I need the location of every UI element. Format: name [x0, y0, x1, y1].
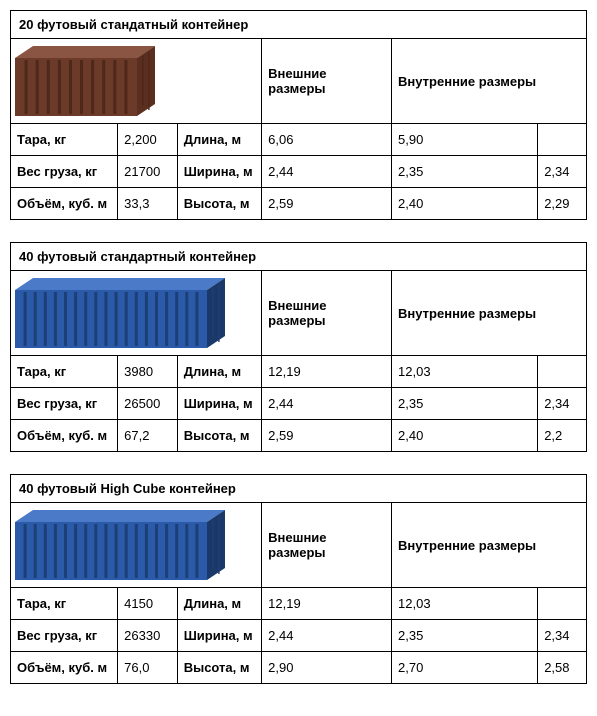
value-tare: 4150 — [118, 588, 178, 620]
container-illustration — [15, 278, 225, 348]
header-external: Внешние размеры — [262, 39, 392, 124]
container-illustration — [15, 510, 225, 580]
container-illustration — [15, 46, 155, 116]
container-spec-block: 20 футовый стандатный контейнерВнешние р… — [10, 10, 587, 220]
value-tare: 3980 — [118, 356, 178, 388]
header-external: Внешние размеры — [262, 503, 392, 588]
value-width-internal: 2,35 — [392, 620, 538, 652]
value-tare: 2,200 — [118, 124, 178, 156]
label-volume: Объём, куб. м — [11, 420, 118, 452]
value-height-external: 2,90 — [262, 652, 392, 684]
value-height-internal: 2,40 — [392, 188, 538, 220]
container-title: 40 футовый High Cube контейнер — [11, 475, 587, 503]
value-height-extra: 2,58 — [538, 652, 587, 684]
container-title: 40 футовый стандартный контейнер — [11, 243, 587, 271]
label-tare: Тара, кг — [11, 588, 118, 620]
label-height: Высота, м — [177, 652, 261, 684]
label-length: Длина, м — [177, 124, 261, 156]
label-height: Высота, м — [177, 420, 261, 452]
container-image-cell — [11, 503, 262, 588]
label-cargo: Вес груза, кг — [11, 156, 118, 188]
value-cargo: 21700 — [118, 156, 178, 188]
container-image-cell — [11, 271, 262, 356]
container-image-cell — [11, 39, 262, 124]
header-internal: Внутренние размеры — [392, 271, 587, 356]
value-width-internal: 2,35 — [392, 156, 538, 188]
label-volume: Объём, куб. м — [11, 188, 118, 220]
label-length: Длина, м — [177, 588, 261, 620]
container-title: 20 футовый стандатный контейнер — [11, 11, 587, 39]
value-length-internal: 12,03 — [392, 588, 538, 620]
label-tare: Тара, кг — [11, 356, 118, 388]
value-height-internal: 2,70 — [392, 652, 538, 684]
value-length-external: 6,06 — [262, 124, 392, 156]
value-length-extra — [538, 124, 587, 156]
header-internal: Внутренние размеры — [392, 39, 587, 124]
label-volume: Объём, куб. м — [11, 652, 118, 684]
value-width-extra: 2,34 — [538, 620, 587, 652]
header-internal: Внутренние размеры — [392, 503, 587, 588]
header-external: Внешние размеры — [262, 271, 392, 356]
value-volume: 76,0 — [118, 652, 178, 684]
value-width-extra: 2,34 — [538, 156, 587, 188]
value-width-internal: 2,35 — [392, 388, 538, 420]
label-cargo: Вес груза, кг — [11, 388, 118, 420]
value-height-extra: 2,2 — [538, 420, 587, 452]
value-height-external: 2,59 — [262, 420, 392, 452]
label-length: Длина, м — [177, 356, 261, 388]
label-width: Ширина, м — [177, 388, 261, 420]
container-spec-table: 20 футовый стандатный контейнерВнешние р… — [10, 10, 587, 220]
value-height-external: 2,59 — [262, 188, 392, 220]
value-length-extra — [538, 588, 587, 620]
value-length-external: 12,19 — [262, 588, 392, 620]
value-width-external: 2,44 — [262, 620, 392, 652]
value-width-external: 2,44 — [262, 388, 392, 420]
container-spec-block: 40 футовый High Cube контейнерВнешние ра… — [10, 474, 587, 684]
value-length-internal: 12,03 — [392, 356, 538, 388]
value-width-external: 2,44 — [262, 156, 392, 188]
value-volume: 67,2 — [118, 420, 178, 452]
value-height-internal: 2,40 — [392, 420, 538, 452]
value-height-extra: 2,29 — [538, 188, 587, 220]
label-height: Высота, м — [177, 188, 261, 220]
container-spec-table: 40 футовый стандартный контейнерВнешние … — [10, 242, 587, 452]
value-volume: 33,3 — [118, 188, 178, 220]
value-width-extra: 2,34 — [538, 388, 587, 420]
label-width: Ширина, м — [177, 156, 261, 188]
label-width: Ширина, м — [177, 620, 261, 652]
value-cargo: 26330 — [118, 620, 178, 652]
label-tare: Тара, кг — [11, 124, 118, 156]
value-length-external: 12,19 — [262, 356, 392, 388]
value-cargo: 26500 — [118, 388, 178, 420]
container-spec-table: 40 футовый High Cube контейнерВнешние ра… — [10, 474, 587, 684]
label-cargo: Вес груза, кг — [11, 620, 118, 652]
container-spec-block: 40 футовый стандартный контейнерВнешние … — [10, 242, 587, 452]
value-length-extra — [538, 356, 587, 388]
value-length-internal: 5,90 — [392, 124, 538, 156]
